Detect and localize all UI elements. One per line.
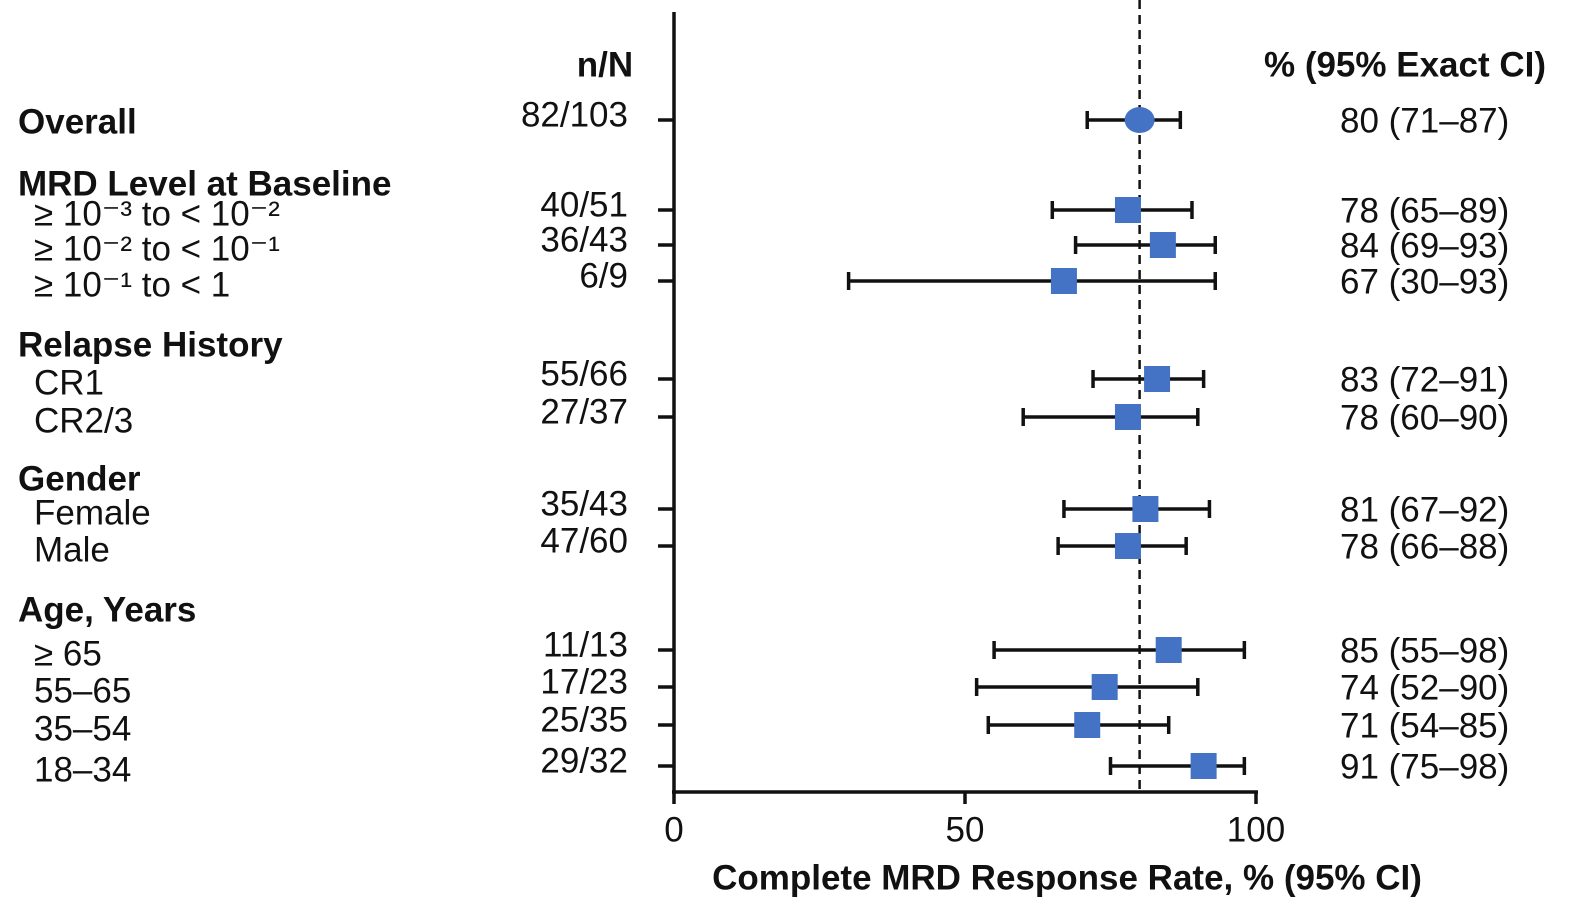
x-tick-label: 50 [946,810,985,849]
row-label: 18–34 [34,750,131,789]
n-over-n: 11/13 [543,625,628,664]
point-estimate [1114,533,1141,559]
point-estimate [1155,637,1182,663]
group-label: Relapse History [18,325,283,364]
value-label: 74 (52–90) [1340,668,1509,707]
value-label: 83 (72–91) [1340,360,1509,399]
n-over-n: 35/43 [540,484,628,523]
point-estimate [1050,268,1077,294]
n-header: n/N [577,45,633,84]
n-over-n: 27/37 [540,392,628,431]
n-over-n: 25/35 [540,700,628,739]
n-over-n: 82/103 [521,95,628,134]
row-label: CR2/3 [34,401,133,440]
value-label: 71 (54–85) [1340,706,1509,745]
row-label: ≥ 65 [34,634,102,673]
value-label: 78 (66–88) [1340,527,1509,566]
row-label: 55–65 [34,671,131,710]
point-estimate [1074,712,1101,738]
value-label: 78 (60–90) [1340,398,1509,437]
point-estimate [1091,674,1118,700]
x-axis-label: Complete MRD Response Rate, % (95% CI) [712,858,1422,897]
row-label: ≥ 10⁻² to < 10⁻¹ [34,229,280,268]
row-label: Female [34,493,151,532]
row-label: 35–54 [34,709,131,748]
group-label: Overall [18,102,137,141]
group-label: Gender [18,459,141,498]
point-estimate [1114,404,1141,430]
row-label: ≥ 10⁻¹ to < 1 [34,265,230,304]
n-over-n: 6/9 [579,256,628,295]
n-over-n: 40/51 [540,185,628,224]
point-estimate [1132,496,1159,522]
value-label: 78 (65–89) [1340,191,1509,230]
value-label: 81 (67–92) [1340,490,1509,529]
n-over-n: 55/66 [540,354,628,393]
value-label: 67 (30–93) [1340,262,1509,301]
value-label: 84 (69–93) [1340,226,1509,265]
value-label: 85 (55–98) [1340,631,1509,670]
n-over-n: 29/32 [540,741,628,780]
n-over-n: 17/23 [540,662,628,701]
row-label: CR1 [34,363,104,402]
n-over-n: 36/43 [540,220,628,259]
value-label: 91 (75–98) [1340,747,1509,786]
point-estimate [1190,753,1217,779]
row-label: ≥ 10⁻³ to < 10⁻² [34,194,280,233]
point-estimate [1149,232,1176,258]
row-label: Male [34,530,110,569]
x-tick-label: 100 [1227,810,1285,849]
group-label: MRD Level at Baseline [18,164,391,203]
ci-header: % (95% Exact CI) [1264,45,1546,84]
n-over-n: 47/60 [540,521,628,560]
x-tick-label: 0 [664,810,683,849]
value-label: 80 (71–87) [1340,101,1509,140]
group-label: Age, Years [18,590,196,629]
point-estimate [1124,107,1155,133]
point-estimate [1114,197,1141,223]
point-estimate [1144,366,1171,392]
